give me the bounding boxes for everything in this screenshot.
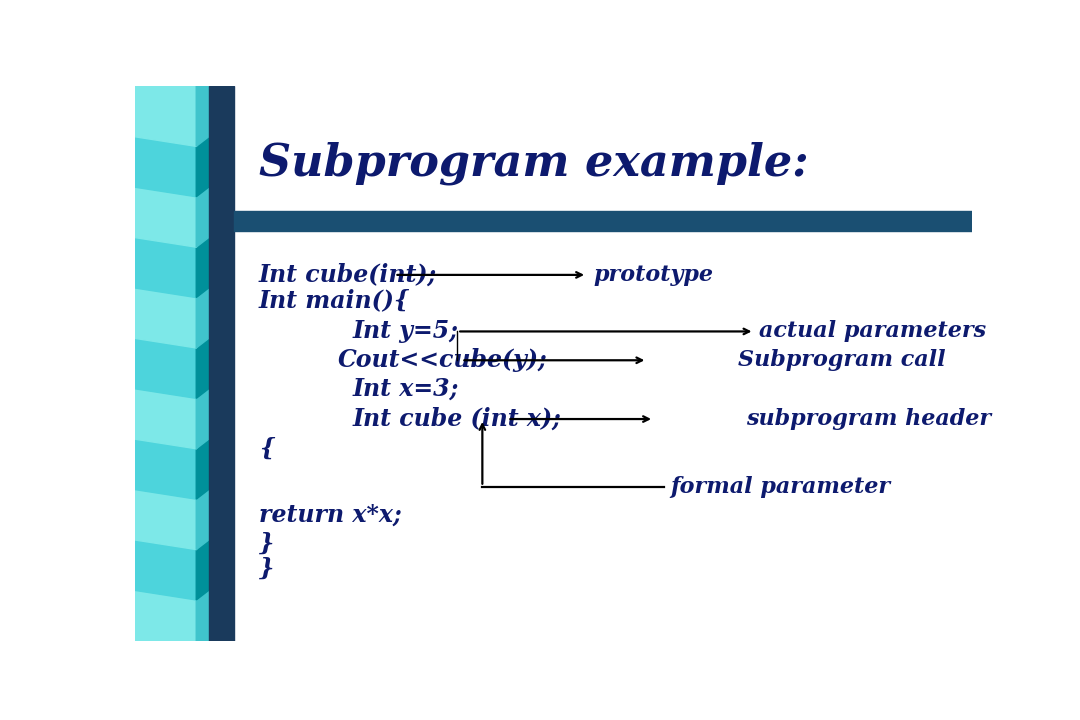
Text: }: }: [259, 532, 274, 556]
Polygon shape: [197, 379, 208, 449]
Text: Int x=3;: Int x=3;: [352, 377, 459, 401]
Text: subprogram header: subprogram header: [746, 408, 991, 430]
Polygon shape: [135, 430, 221, 499]
Polygon shape: [197, 279, 208, 348]
Polygon shape: [208, 86, 233, 641]
Polygon shape: [135, 228, 221, 297]
Text: actual parameters: actual parameters: [758, 320, 986, 343]
Text: prototype: prototype: [594, 264, 714, 286]
Text: Cout<<cube(y);: Cout<<cube(y);: [338, 348, 548, 372]
Polygon shape: [135, 379, 221, 449]
Text: {: {: [259, 437, 274, 461]
Polygon shape: [135, 77, 221, 146]
Polygon shape: [135, 127, 221, 197]
Polygon shape: [197, 480, 208, 549]
Text: Int cube(int);: Int cube(int);: [259, 263, 437, 287]
Text: return x*x;: return x*x;: [259, 503, 402, 526]
Polygon shape: [135, 480, 221, 549]
Polygon shape: [197, 430, 208, 499]
Polygon shape: [135, 581, 221, 650]
Text: Subprogram call: Subprogram call: [738, 349, 945, 372]
Polygon shape: [135, 178, 221, 247]
Polygon shape: [197, 77, 208, 146]
Text: Subprogram example:: Subprogram example:: [259, 141, 809, 184]
Polygon shape: [135, 279, 221, 348]
Text: Int main(){: Int main(){: [259, 288, 410, 312]
Polygon shape: [197, 228, 208, 297]
Polygon shape: [135, 531, 221, 600]
Polygon shape: [197, 531, 208, 600]
Polygon shape: [197, 178, 208, 247]
Polygon shape: [135, 329, 221, 398]
Polygon shape: [197, 127, 208, 197]
Text: Int y=5;: Int y=5;: [352, 320, 459, 343]
Text: formal parameter: formal parameter: [671, 476, 891, 498]
Text: Int cube (int x);: Int cube (int x);: [352, 407, 562, 431]
Polygon shape: [197, 581, 208, 650]
Polygon shape: [233, 211, 972, 230]
Text: }: }: [259, 557, 274, 581]
Polygon shape: [197, 329, 208, 398]
